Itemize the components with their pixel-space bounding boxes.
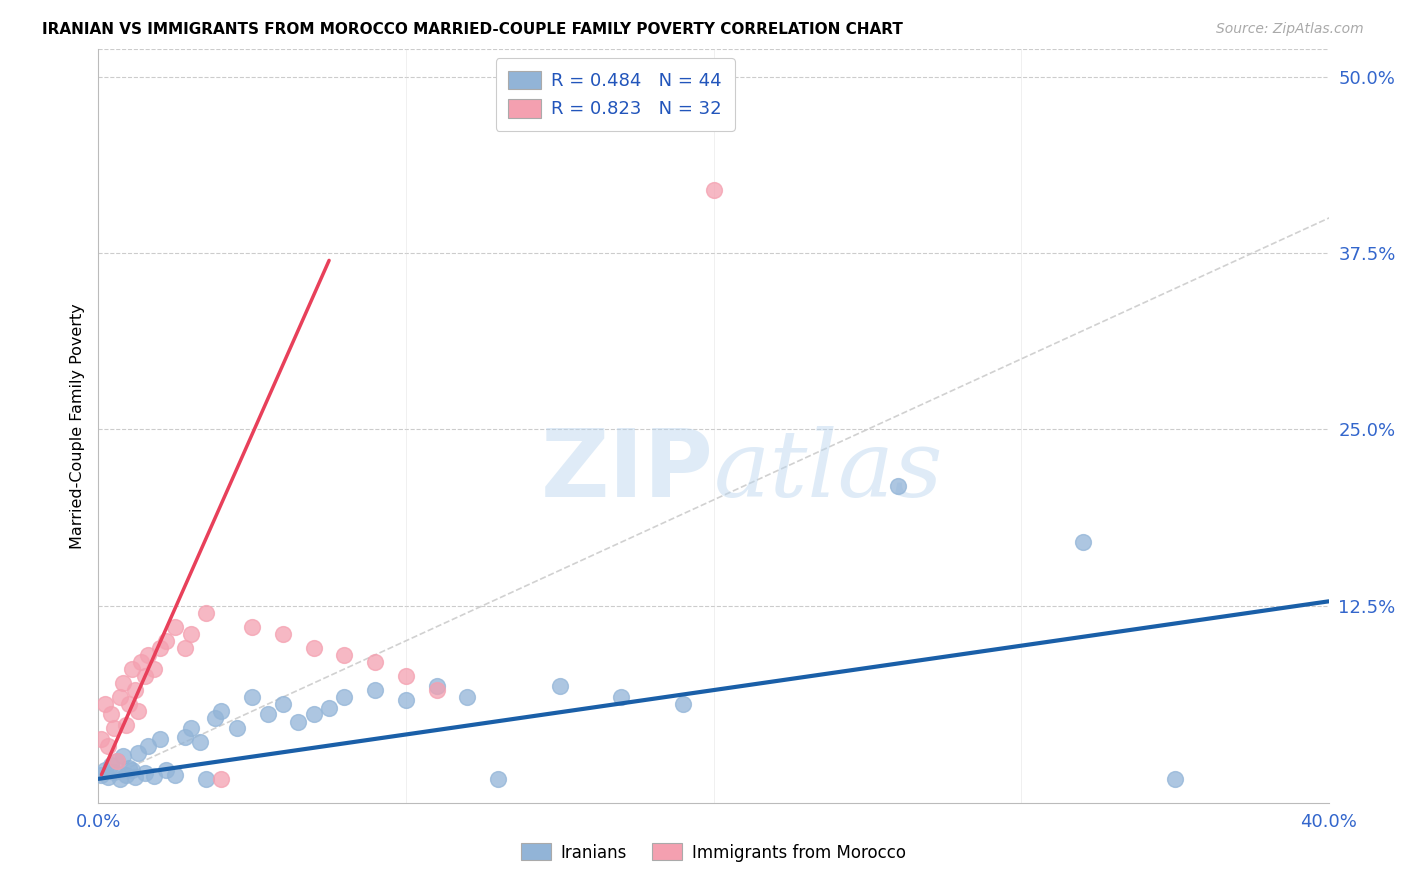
Point bbox=[204, 711, 226, 725]
Point bbox=[211, 772, 233, 786]
Point bbox=[302, 706, 325, 721]
Point bbox=[127, 704, 149, 718]
Point bbox=[318, 701, 340, 715]
Point bbox=[333, 648, 356, 662]
Point bbox=[121, 662, 143, 676]
Point bbox=[112, 749, 135, 764]
Point bbox=[302, 640, 325, 655]
Point bbox=[105, 754, 128, 768]
Point bbox=[271, 697, 294, 711]
Point bbox=[127, 747, 149, 761]
Point bbox=[121, 764, 143, 778]
Point bbox=[112, 676, 135, 690]
Point bbox=[97, 771, 120, 785]
Point bbox=[103, 764, 125, 779]
Point bbox=[256, 706, 278, 721]
Point bbox=[155, 764, 177, 778]
Point bbox=[364, 655, 387, 669]
Text: atlas: atlas bbox=[714, 426, 943, 516]
Point bbox=[887, 479, 910, 493]
Point bbox=[240, 620, 263, 634]
Point bbox=[97, 739, 120, 754]
Point bbox=[426, 683, 449, 698]
Point bbox=[136, 739, 159, 754]
Point bbox=[118, 761, 141, 775]
Text: Source: ZipAtlas.com: Source: ZipAtlas.com bbox=[1216, 22, 1364, 37]
Point bbox=[93, 764, 115, 778]
Point bbox=[486, 772, 509, 786]
Point bbox=[142, 769, 165, 783]
Point bbox=[115, 718, 138, 732]
Point bbox=[100, 706, 122, 721]
Point bbox=[134, 766, 156, 780]
Point bbox=[149, 640, 172, 655]
Point bbox=[548, 679, 571, 693]
Point bbox=[93, 697, 115, 711]
Point bbox=[149, 732, 172, 747]
Point bbox=[610, 690, 633, 705]
Point bbox=[672, 697, 695, 711]
Point bbox=[395, 669, 418, 683]
Point bbox=[136, 648, 159, 662]
Point bbox=[105, 754, 128, 768]
Point bbox=[90, 732, 112, 747]
Point bbox=[271, 626, 294, 640]
Point bbox=[333, 690, 356, 705]
Text: IRANIAN VS IMMIGRANTS FROM MOROCCO MARRIED-COUPLE FAMILY POVERTY CORRELATION CHA: IRANIAN VS IMMIGRANTS FROM MOROCCO MARRI… bbox=[42, 22, 903, 37]
Point bbox=[287, 715, 309, 730]
Point bbox=[124, 683, 146, 698]
Point bbox=[180, 626, 202, 640]
Point bbox=[426, 679, 449, 693]
Point bbox=[90, 767, 112, 781]
Point bbox=[134, 669, 156, 683]
Point bbox=[155, 633, 177, 648]
Point bbox=[195, 772, 218, 786]
Point bbox=[142, 662, 165, 676]
Point bbox=[165, 767, 187, 781]
Point bbox=[456, 690, 478, 705]
Point bbox=[703, 183, 725, 197]
Point bbox=[100, 757, 122, 772]
Point bbox=[395, 693, 418, 707]
Point bbox=[108, 772, 131, 786]
Y-axis label: Married-Couple Family Poverty: Married-Couple Family Poverty bbox=[69, 303, 84, 549]
Point bbox=[364, 683, 387, 698]
Point bbox=[131, 655, 153, 669]
Point bbox=[211, 704, 233, 718]
Point bbox=[180, 721, 202, 735]
Point bbox=[240, 690, 263, 705]
Point bbox=[165, 620, 187, 634]
Point bbox=[188, 735, 211, 749]
Point bbox=[225, 721, 247, 735]
Point bbox=[173, 640, 195, 655]
Point bbox=[108, 690, 131, 705]
Legend: Iranians, Immigrants from Morocco: Iranians, Immigrants from Morocco bbox=[513, 835, 914, 870]
Point bbox=[173, 730, 195, 744]
Point bbox=[124, 771, 146, 785]
Point bbox=[115, 767, 138, 781]
Point bbox=[103, 721, 125, 735]
Point bbox=[1071, 535, 1094, 549]
Point bbox=[195, 606, 218, 620]
Point bbox=[1164, 772, 1187, 786]
Point bbox=[118, 697, 141, 711]
Text: ZIP: ZIP bbox=[541, 425, 714, 517]
